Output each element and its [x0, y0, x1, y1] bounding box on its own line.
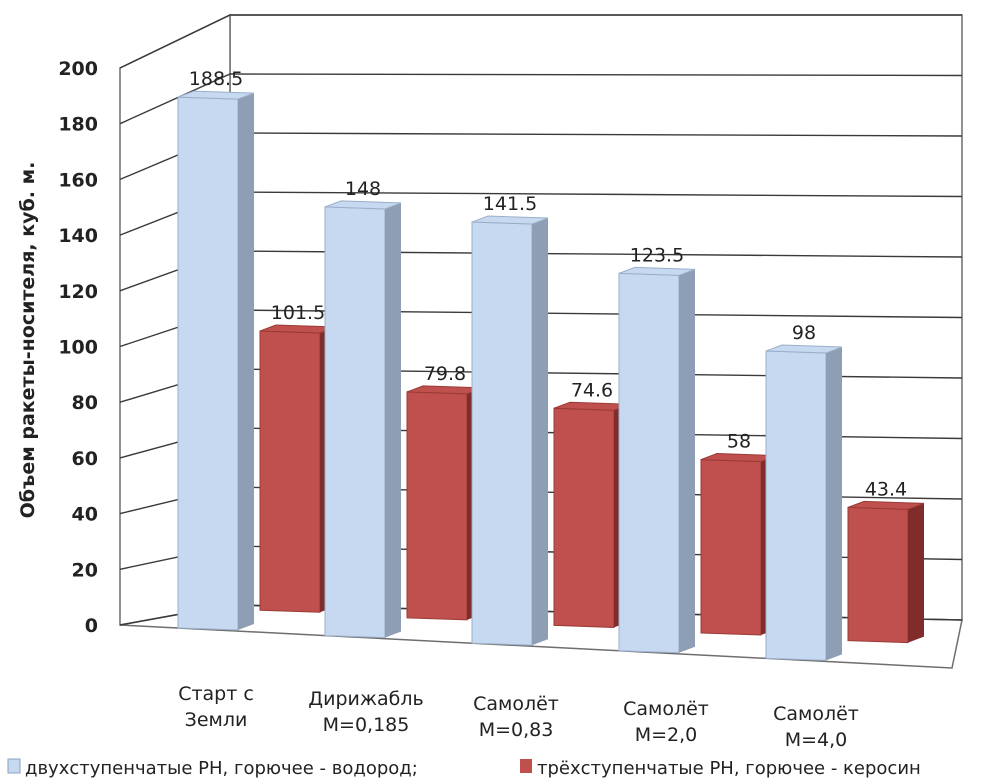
- legend-label-series-1: двухступенчатые РН, горючее - водород;: [25, 758, 418, 779]
- data-label-series-1: 141.5: [483, 193, 537, 215]
- y-tick-label: 100: [58, 337, 98, 359]
- bar-side-series-1: [532, 218, 548, 646]
- bar-side-series-1: [679, 269, 695, 653]
- legend-swatch-series-2: [520, 759, 532, 773]
- y-tick-label: 0: [85, 615, 98, 637]
- category-label: Самолёт: [623, 698, 709, 720]
- y-tick-label: 40: [72, 504, 98, 526]
- bar-side-series-2: [908, 503, 924, 643]
- bar-top-series-2: [847, 500, 925, 510]
- data-label-series-2: 74.6: [571, 379, 613, 401]
- y-tick-label: 160: [58, 169, 98, 191]
- legend: двухступенчатые РН, горючее - водород; т…: [7, 758, 921, 779]
- category-label: Самолёт: [773, 703, 859, 725]
- bar-side-series-1: [826, 347, 842, 661]
- bar-top-series-1: [471, 215, 549, 225]
- gridline: [119, 14, 962, 69]
- y-axis-label: Объем ракеты-носителя, куб. м.: [17, 162, 39, 519]
- bars: [177, 90, 925, 661]
- data-label-series-1: 188.5: [189, 68, 243, 90]
- y-axis-ticks: 0 20 40 60 80 100 120 140 160 180 200: [58, 58, 98, 637]
- category-label: M=2,0: [635, 724, 698, 746]
- y-tick-label: 60: [72, 448, 98, 470]
- bar-front-series-1: [765, 350, 827, 661]
- data-label-series-1: 123.5: [630, 244, 684, 266]
- bar-front-series-1: [471, 221, 533, 646]
- y-tick-label: 140: [58, 225, 98, 247]
- data-label-series-2: 101.5: [271, 302, 325, 324]
- y-tick-label: 80: [72, 392, 98, 414]
- category-labels: Старт с Земли Дирижабль M=0,185 Самолёт M=0,8…: [178, 683, 859, 751]
- bar-front-series-1: [618, 272, 680, 654]
- data-labels: 101.5 188.5 79.8 148 74.6 141.5 58 123.5 43.4 98: [189, 68, 907, 500]
- data-label-series-1: 148: [345, 178, 381, 200]
- legend-swatch-series-1: [7, 758, 21, 774]
- bar-top-series-1: [765, 344, 843, 354]
- bar-front-series-1: [177, 96, 239, 631]
- y-tick-label: 180: [58, 114, 98, 136]
- category-label: M=0,185: [323, 714, 410, 736]
- category-label: M=0,83: [479, 719, 554, 741]
- bar-front-series-1: [324, 206, 386, 639]
- category-label: M=4,0: [785, 729, 848, 751]
- y-tick-label: 20: [72, 559, 98, 581]
- bar-top-series-1: [177, 90, 255, 100]
- data-label-series-2: 58: [727, 431, 751, 453]
- y-tick-label: 120: [58, 281, 98, 303]
- bar-front-series-2: [847, 506, 909, 644]
- bar-front-series-2: [259, 330, 321, 613]
- legend-label-series-2: трёхступенчатые РН, горючее - керосин: [537, 758, 921, 779]
- bar-top-series-1: [618, 266, 696, 276]
- category-label: Земли: [185, 709, 248, 731]
- bar-front-series-2: [406, 391, 468, 621]
- category-label: Старт с: [178, 683, 254, 705]
- gridline: [119, 73, 963, 125]
- bar-top-series-1: [324, 200, 402, 210]
- bar-side-series-1: [385, 202, 401, 638]
- bar-front-series-2: [700, 459, 762, 636]
- data-label-series-1: 98: [792, 322, 816, 344]
- y-tick-label: 200: [58, 58, 98, 80]
- data-label-series-2: 79.8: [424, 363, 466, 385]
- bar-front-series-2: [553, 407, 615, 628]
- data-label-series-2: 43.4: [865, 478, 907, 500]
- category-label: Самолёт: [473, 693, 559, 715]
- category-label: Дирижабль: [308, 688, 423, 710]
- bar-side-series-1: [238, 93, 254, 630]
